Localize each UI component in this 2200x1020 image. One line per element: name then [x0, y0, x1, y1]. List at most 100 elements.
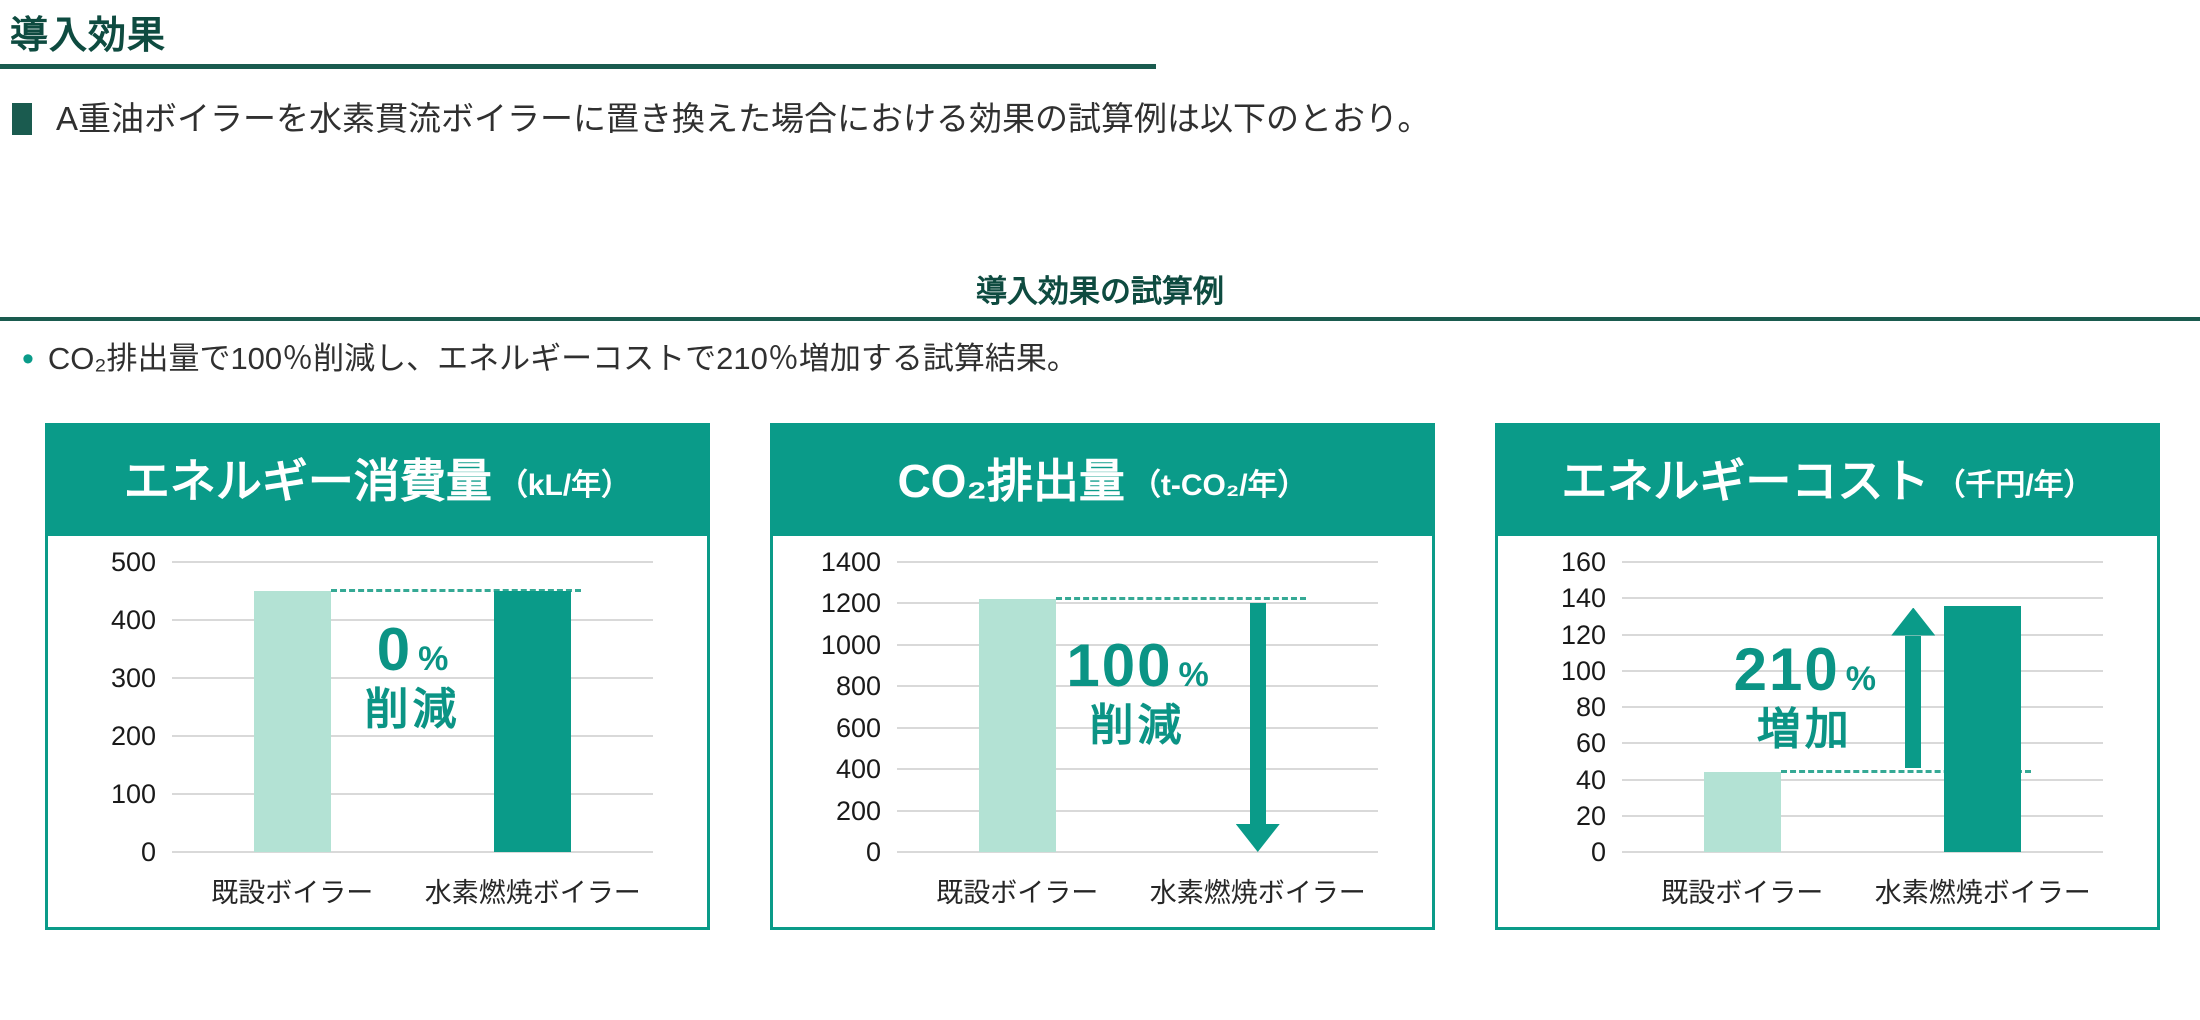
annotation-value: 100 [1066, 632, 1173, 699]
category-label: 水素燃焼ボイラー [424, 878, 641, 908]
dot-bullet-icon: • [22, 340, 34, 378]
bar-chart-energy-cost: 160 140 120 100 80 60 40 20 0 210% 増加既設ボイラー 水素燃焼ボイラ… [1498, 536, 2157, 927]
page-title: 導入効果 [10, 15, 167, 57]
bar-existing-boiler [1703, 772, 1781, 852]
bar-existing-boiler [978, 599, 1056, 852]
chart-panel-energy-cost: エネルギーコスト （千円/年） 160 140 120 100 80 60 40 20 0 210… [1495, 423, 2160, 930]
gridline [1622, 742, 2103, 745]
gridline [897, 726, 1378, 729]
category-label: 既設ボイラー [936, 878, 1099, 908]
reference-dashed-line [1055, 597, 1307, 601]
chart-header-energy-consumption: エネルギー消費量 （kL/年） [48, 426, 707, 536]
section-divider-line [0, 317, 2200, 321]
y-axis-tick-label: 300 [110, 663, 156, 693]
note-row: • CO₂排出量で100％削減し、エネルギーコストで210％増加する試算結果。 [22, 338, 1078, 380]
y-axis-tick-label: 400 [835, 754, 881, 785]
y-axis-tick-label: 140 [1560, 583, 1606, 614]
y-axis-tick-label: 200 [110, 721, 156, 751]
y-axis-tick-label: 1200 [820, 588, 881, 619]
gridline [172, 619, 653, 621]
gridline [172, 735, 653, 737]
chart-title: エネルギー消費量 [123, 455, 492, 507]
bar-hydrogen-boiler [1944, 605, 2022, 852]
bar-chart-co2-emissions: 1400 1200 1000 800 600 400 200 0 100% 削減既設ボイラー 水素燃… [773, 536, 1432, 927]
chart-title: CO₂排出量 [897, 455, 1125, 507]
category-label: 水素燃焼ボイラー [1874, 878, 2091, 908]
y-axis-tick-label: 1400 [820, 547, 881, 577]
annotation-label: 削減 [364, 685, 461, 734]
bar-chart-energy-consumption: 500 400 300 200 100 0 0% 削減 既設ボイラー 水素燃焼ボイラー [48, 536, 707, 927]
chart-panels-row: エネルギー消費量 （kL/年） 500 400 300 200 100 0 0% 削減 既設ボイ… [45, 423, 2160, 930]
y-axis-tick-label: 1000 [820, 629, 881, 660]
annotation-percent-sign: % [1845, 660, 1876, 698]
reference-dashed-line [330, 589, 582, 592]
gridline [172, 677, 653, 679]
lead-bullet-row: A重油ボイラーを水素貫流ボイラーに置き換えた場合における効果の試算例は以下のとお… [12, 98, 1430, 140]
chart-panel-co2-emissions: CO₂排出量 （t-CO₂/年） 1400 1200 1000 800 600 400 20… [770, 423, 1435, 930]
y-axis-tick-label: 0 [140, 837, 156, 867]
change-annotation: 100% 削減 [1066, 636, 1208, 748]
gridline [897, 561, 1378, 563]
y-axis-tick-label: 0 [1590, 837, 1606, 867]
annotation-line1: 0% [365, 620, 461, 680]
section-title: 導入効果の試算例 [976, 274, 1224, 309]
reference-dashed-line [1780, 770, 2032, 774]
decrease-arrow-shaft [1249, 603, 1266, 824]
increase-arrow-head [1891, 607, 1936, 636]
category-label: 既設ボイラー [211, 878, 374, 908]
gridline [1622, 778, 2103, 781]
y-axis-tick-label: 200 [835, 795, 881, 826]
annotation-line1: 210% [1734, 640, 1876, 700]
y-axis-tick-label: 500 [110, 547, 156, 577]
gridline [897, 685, 1378, 688]
y-axis-tick-label: 400 [110, 605, 156, 635]
y-axis-tick-label: 100 [1560, 655, 1606, 686]
gridline [1622, 633, 2103, 636]
y-axis-tick-label: 80 [1575, 692, 1606, 722]
y-axis-tick-label: 0 [865, 837, 881, 867]
chart-title: エネルギーコスト [1561, 455, 1930, 507]
y-axis-tick-label: 600 [835, 712, 881, 743]
gridline [1622, 561, 2103, 563]
gridline [1622, 669, 2103, 672]
gridline [172, 851, 653, 853]
gridline [897, 643, 1378, 646]
change-annotation: 0% 削減 [365, 620, 461, 732]
chart-panel-energy-consumption: エネルギー消費量 （kL/年） 500 400 300 200 100 0 0% 削減 既設ボイ… [45, 423, 710, 930]
decrease-arrow-head [1235, 824, 1280, 852]
annotation-percent-sign: % [1178, 656, 1209, 694]
gridline [1622, 597, 2103, 600]
category-label: 既設ボイラー [1661, 878, 1824, 908]
annotation-label: 削減 [1089, 701, 1186, 750]
chart-unit: （千円/年） [1935, 469, 2094, 502]
square-bullet-icon [12, 103, 32, 135]
chart-unit: （kL/年） [497, 469, 632, 502]
y-axis-tick-label: 800 [835, 671, 881, 702]
annotation-value: 210 [1733, 636, 1840, 703]
y-axis-tick-label: 120 [1560, 619, 1606, 650]
chart-unit: （t-CO₂/年） [1130, 469, 1308, 502]
chart-header-co2-emissions: CO₂排出量 （t-CO₂/年） [773, 426, 1432, 536]
change-annotation: 210% 増加 [1734, 640, 1876, 752]
y-axis-tick-label: 160 [1560, 547, 1606, 577]
increase-arrow-shaft [1905, 635, 1922, 769]
y-axis-tick-label: 20 [1575, 800, 1606, 831]
bar-existing-boiler [253, 591, 331, 852]
y-axis-tick-label: 60 [1575, 728, 1606, 759]
gridline [1622, 814, 2103, 817]
y-axis-tick-label: 100 [110, 779, 156, 809]
gridline [897, 768, 1378, 771]
annotation-label: 増加 [1756, 705, 1853, 754]
note-text: CO₂排出量で100％削減し、エネルギーコストで210％増加する試算結果。 [47, 341, 1078, 376]
gridline [172, 561, 653, 563]
gridline [1622, 851, 2103, 853]
bar-hydrogen-boiler [494, 591, 572, 852]
gridline [1622, 706, 2103, 708]
category-label: 水素燃焼ボイラー [1149, 878, 1366, 908]
chart-header-energy-cost: エネルギーコスト （千円/年） [1498, 426, 2157, 536]
gridline [897, 851, 1378, 853]
y-axis-tick-label: 40 [1575, 764, 1606, 795]
annotation-value: 0 [376, 616, 413, 683]
annotation-percent-sign: % [418, 640, 449, 678]
